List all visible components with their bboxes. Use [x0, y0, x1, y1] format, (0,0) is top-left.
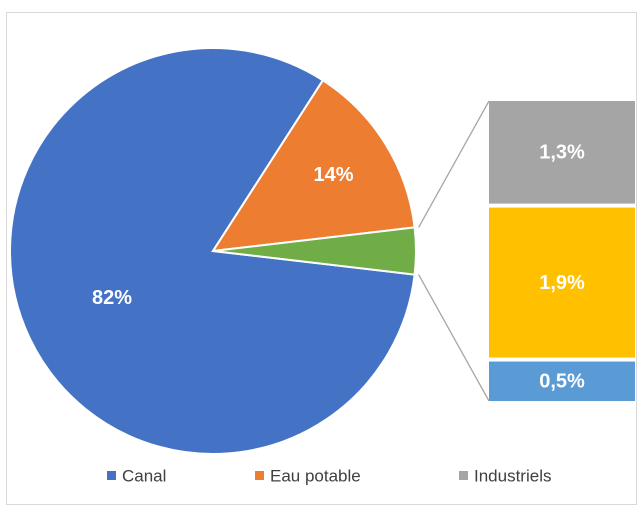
bar-segment	[489, 207, 635, 358]
bar-segment	[489, 361, 635, 401]
legend-marker	[107, 471, 116, 480]
legend-label: Industriels	[474, 466, 551, 485]
legend-marker	[255, 471, 264, 480]
segment-label: 1,9%	[539, 272, 585, 294]
legend-marker	[459, 471, 468, 480]
pie-slice	[212, 226, 417, 276]
legend-label: Eau potable	[270, 466, 361, 485]
connector	[418, 274, 490, 402]
slice-label: 82%	[92, 287, 132, 309]
segment-label: 0,5%	[539, 371, 585, 393]
segment-label: 1,3%	[539, 142, 585, 164]
slice-label: 14%	[314, 164, 354, 186]
connector	[418, 100, 490, 228]
bar-segment	[489, 101, 635, 204]
legend-label: Canal	[122, 466, 166, 485]
pie-slice	[211, 78, 416, 253]
